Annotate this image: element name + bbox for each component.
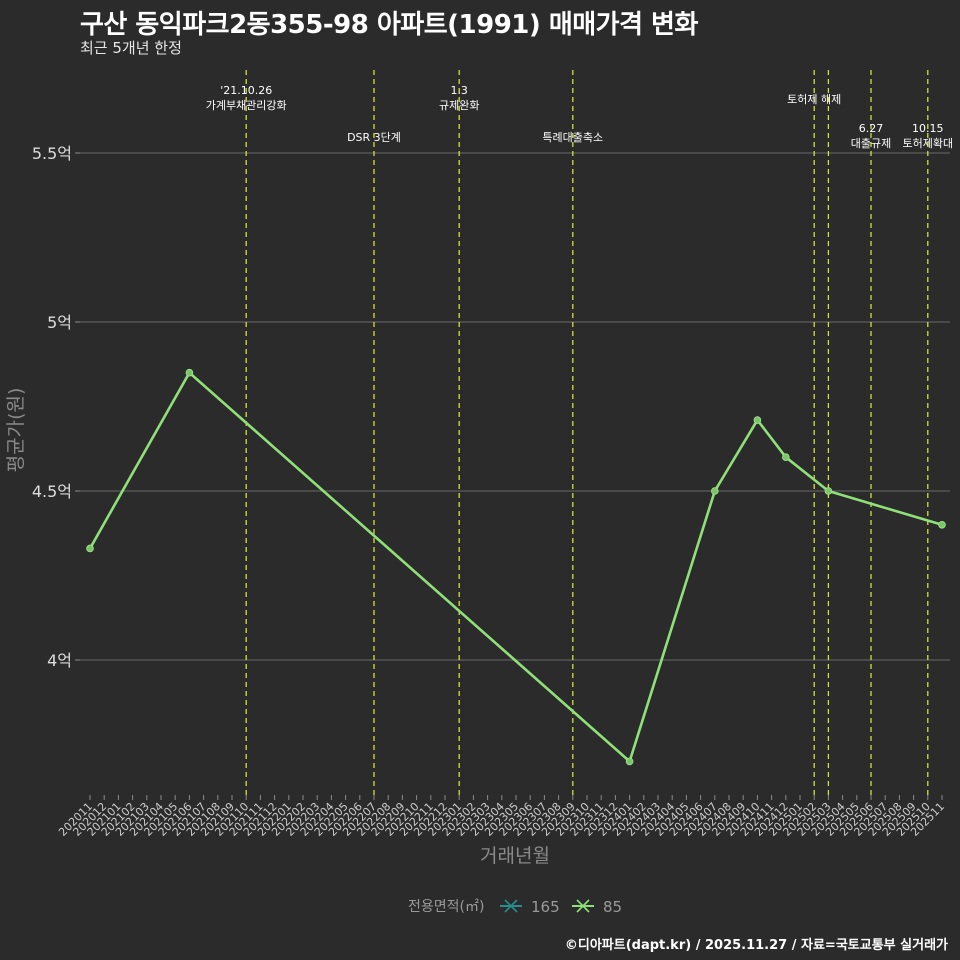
chart-title: 구산 동익파크2동355-98 아파트(1991) 매매가격 변화 [80, 10, 698, 40]
y-tick-label: 5억 [47, 313, 72, 332]
event-annotation: 토허제확대 [902, 137, 953, 150]
event-annotation: 토허제 해제 [787, 92, 841, 106]
data-point [938, 520, 946, 529]
y-tick-label: 4억 [47, 651, 72, 670]
data-point [625, 757, 634, 766]
y-tick-label: 5.5억 [32, 144, 72, 163]
event-annotation: 가계부채관리강화 [206, 99, 287, 112]
x-axis-title: 거래년월 [480, 845, 550, 867]
chart-subtitle: 최근 5개년 한정 [80, 39, 182, 57]
y-tick-label: 4.5억 [32, 482, 72, 501]
legend-label-165: 165 [531, 898, 560, 916]
data-point [710, 487, 719, 495]
event-annotation: 10.15 [912, 122, 944, 135]
legend-label-85: 85 [603, 898, 622, 916]
legend-key-cross [576, 899, 590, 913]
event-annotation: 특례대출축소 [542, 131, 603, 144]
data-point [86, 544, 94, 553]
series-line-85 [88, 371, 943, 763]
source-caption: ©디아파트(dapt.kr) / 2025.11.27 / 자료=국토교통부 실… [564, 938, 948, 953]
legend-key-cross [504, 899, 518, 913]
event-annotation: 대출규제 [851, 137, 891, 150]
data-point [185, 368, 194, 377]
event-annotation: '21.10.26 [220, 84, 272, 97]
legend-title: 전용면적(㎡) [408, 899, 484, 915]
data-point [824, 487, 833, 495]
data-point [753, 416, 762, 424]
event-annotation: 규제완화 [439, 99, 479, 112]
event-annotation: 1.3 [450, 84, 468, 97]
event-annotation: DSR 3단계 [347, 131, 401, 144]
data-point [781, 453, 790, 462]
y-axis-title: 평균가(원) [5, 388, 27, 473]
event-annotation: 6.27 [859, 122, 884, 135]
